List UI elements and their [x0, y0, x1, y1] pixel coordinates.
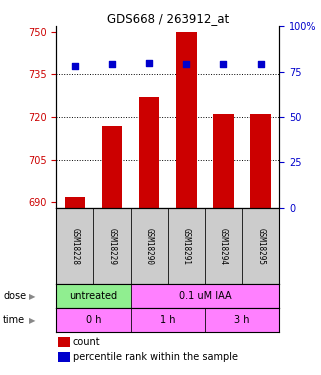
Text: ▶: ▶	[29, 292, 35, 301]
Text: ▶: ▶	[29, 316, 35, 325]
Text: 0 h: 0 h	[86, 315, 101, 325]
Bar	[102, 126, 122, 208]
Point	[221, 62, 226, 68]
Bar	[58, 352, 70, 362]
Title: GDS668 / 263912_at: GDS668 / 263912_at	[107, 12, 229, 25]
Bar	[176, 32, 196, 208]
Text: count: count	[73, 337, 100, 347]
Text: GSM18229: GSM18229	[108, 228, 117, 265]
Point	[184, 62, 189, 68]
Bar	[56, 284, 131, 308]
Bar	[56, 208, 93, 284]
Text: GSM18295: GSM18295	[256, 228, 265, 265]
Bar	[65, 196, 85, 208]
Text: GSM18291: GSM18291	[182, 228, 191, 265]
Text: GSM18228: GSM18228	[70, 228, 79, 265]
Point	[109, 62, 115, 68]
Text: 0.1 uM IAA: 0.1 uM IAA	[178, 291, 231, 302]
Text: 3 h: 3 h	[234, 315, 250, 325]
Bar	[131, 208, 168, 284]
Text: GSM18294: GSM18294	[219, 228, 228, 265]
Bar	[139, 97, 159, 208]
Text: percentile rank within the sample: percentile rank within the sample	[73, 352, 238, 362]
Bar	[168, 208, 205, 284]
Point	[147, 60, 152, 66]
Bar	[131, 284, 279, 308]
Text: time: time	[3, 315, 25, 325]
Bar	[58, 337, 70, 347]
Bar	[205, 308, 279, 332]
Bar	[56, 308, 131, 332]
Bar	[131, 308, 205, 332]
Text: GSM18290: GSM18290	[145, 228, 154, 265]
Bar	[250, 114, 271, 208]
Bar	[205, 208, 242, 284]
Point	[72, 63, 77, 69]
Text: dose: dose	[3, 291, 26, 302]
Text: 1 h: 1 h	[160, 315, 176, 325]
Bar	[93, 208, 131, 284]
Point	[258, 62, 263, 68]
Bar	[242, 208, 279, 284]
Text: untreated: untreated	[69, 291, 117, 302]
Bar	[213, 114, 234, 208]
